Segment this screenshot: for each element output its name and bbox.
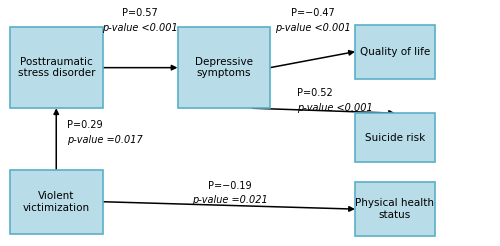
Text: Suicide risk: Suicide risk [365,133,425,143]
Text: Physical health
status: Physical health status [356,198,434,220]
Text: P=−0.19: P=−0.19 [208,181,252,191]
Text: P=−0.47: P=−0.47 [290,8,335,18]
FancyBboxPatch shape [355,25,435,79]
Text: p-value <0.001: p-value <0.001 [102,23,178,33]
Text: P=0.57: P=0.57 [122,8,158,18]
Text: p-value =0.021: p-value =0.021 [192,195,268,205]
Text: Posttraumatic
stress disorder: Posttraumatic stress disorder [18,57,95,78]
Text: Violent
victimization: Violent victimization [22,191,90,213]
Text: Depressive
symptoms: Depressive symptoms [195,57,253,78]
Text: p-value <0.001: p-value <0.001 [274,23,350,33]
FancyBboxPatch shape [10,170,102,234]
FancyBboxPatch shape [10,27,102,108]
Text: P=0.29: P=0.29 [68,120,103,130]
FancyBboxPatch shape [178,27,270,108]
Text: p-value =0.017: p-value =0.017 [68,135,144,145]
Text: p-value <0.001: p-value <0.001 [298,103,373,113]
FancyBboxPatch shape [355,113,435,162]
Text: P=0.52: P=0.52 [298,88,333,98]
Text: Quality of life: Quality of life [360,47,430,57]
FancyBboxPatch shape [355,182,435,236]
